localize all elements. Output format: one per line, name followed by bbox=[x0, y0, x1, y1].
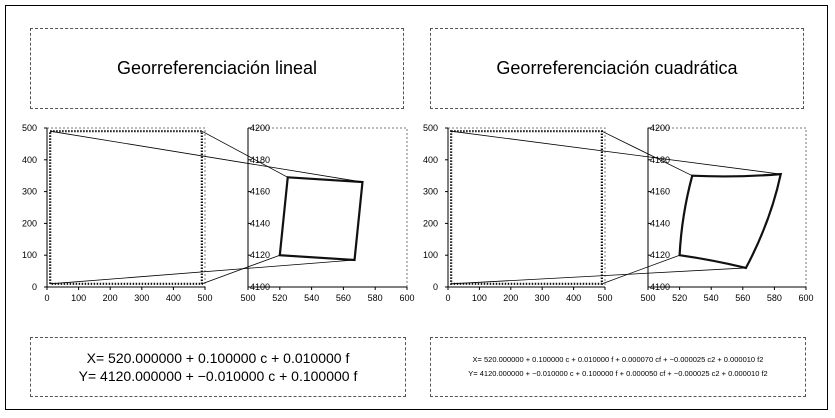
source-y-tick-label: 100 bbox=[22, 250, 37, 260]
target-y-tick-label: 4140 bbox=[250, 218, 270, 228]
source-x-tick-label: 500 bbox=[197, 293, 212, 303]
linear-equation-y: Y= 4120.000000 + −0.010000 c + 0.100000 … bbox=[78, 368, 358, 384]
source-image-rectangle bbox=[450, 130, 603, 285]
linear-title-box: Georreferenciación lineal bbox=[30, 28, 404, 109]
quadratic-equation-y: Y= 4120.000000 + −0.010000 c + 0.100000 … bbox=[468, 369, 768, 378]
target-quadrilateral bbox=[678, 172, 783, 270]
source-x-tick-label: 400 bbox=[166, 293, 181, 303]
target-y-tick-label: 4120 bbox=[650, 250, 670, 260]
mapping-line bbox=[601, 130, 693, 177]
source-plot-frame bbox=[447, 127, 606, 288]
source-plot-frame bbox=[46, 127, 206, 288]
target-x-tick-label: 500 bbox=[240, 293, 255, 303]
target-x-tick-label: 580 bbox=[368, 293, 383, 303]
linear-title: Georreferenciación lineal bbox=[116, 58, 318, 78]
source-y-tick-label: 0 bbox=[32, 282, 37, 292]
target-x-tick-label: 540 bbox=[704, 293, 719, 303]
quadratic-title: Georreferenciación cuadrática bbox=[496, 58, 738, 78]
quadratic-equation-x: X= 520.000000 + 0.100000 c + 0.010000 f … bbox=[472, 355, 764, 364]
source-x-tick-label: 300 bbox=[535, 293, 550, 303]
target-x-tick-label: 500 bbox=[640, 293, 655, 303]
target-y-tick-label: 4160 bbox=[650, 187, 670, 197]
target-x-tick-label: 600 bbox=[798, 293, 813, 303]
source-y-tick-label: 100 bbox=[423, 250, 438, 260]
target-y-tick-label: 4100 bbox=[650, 282, 670, 292]
target-y-tick-label: 4160 bbox=[250, 187, 270, 197]
target-y-tick-label: 4200 bbox=[250, 123, 270, 133]
source-x-tick-label: 0 bbox=[445, 293, 450, 303]
source-y-tick-label: 400 bbox=[423, 155, 438, 165]
target-x-tick-label: 600 bbox=[399, 293, 414, 303]
target-y-tick-label: 4120 bbox=[250, 250, 270, 260]
source-y-tick-label: 300 bbox=[22, 187, 37, 197]
source-x-tick-label: 200 bbox=[103, 293, 118, 303]
source-y-tick-label: 500 bbox=[423, 123, 438, 133]
linear-equation-box: X= 520.000000 + 0.100000 c + 0.010000 f … bbox=[30, 337, 406, 397]
quadratic-title-box: Georreferenciación cuadrática bbox=[430, 28, 804, 109]
source-x-tick-label: 400 bbox=[566, 293, 581, 303]
target-y-tick-label: 4100 bbox=[250, 282, 270, 292]
mapping-line bbox=[451, 130, 781, 175]
source-y-tick-label: 500 bbox=[22, 123, 37, 133]
source-y-tick-label: 200 bbox=[423, 218, 438, 228]
source-image-rectangle bbox=[49, 130, 203, 285]
target-x-tick-label: 560 bbox=[336, 293, 351, 303]
figure-frame bbox=[5, 5, 828, 410]
target-plot-frame bbox=[247, 127, 408, 288]
target-y-tick-label: 4140 bbox=[650, 218, 670, 228]
source-x-tick-label: 100 bbox=[472, 293, 487, 303]
panel-0: 0 100 200 300 400 500 0 100 200 300 400 500 500 520 54… bbox=[22, 123, 415, 303]
source-y-tick-label: 0 bbox=[433, 282, 438, 292]
linear-equation-x: X= 520.000000 + 0.100000 c + 0.010000 f bbox=[86, 350, 350, 366]
source-x-tick-label: 100 bbox=[71, 293, 86, 303]
target-x-tick-label: 560 bbox=[735, 293, 750, 303]
mapping-line bbox=[201, 254, 280, 285]
target-y-tick-label: 4200 bbox=[650, 123, 670, 133]
mapping-line bbox=[50, 130, 363, 183]
mapping-line bbox=[451, 267, 746, 285]
target-y-tick-label: 4180 bbox=[250, 155, 270, 165]
source-x-tick-label: 200 bbox=[503, 293, 518, 303]
source-x-tick-label: 300 bbox=[134, 293, 149, 303]
target-x-tick-label: 520 bbox=[272, 293, 287, 303]
source-x-tick-label: 500 bbox=[597, 293, 612, 303]
mapping-line bbox=[601, 254, 680, 285]
source-x-tick-label: 0 bbox=[44, 293, 49, 303]
target-x-tick-label: 520 bbox=[672, 293, 687, 303]
source-y-tick-label: 300 bbox=[423, 187, 438, 197]
target-x-tick-label: 540 bbox=[304, 293, 319, 303]
quadratic-equation-box: X= 520.000000 + 0.100000 c + 0.010000 f … bbox=[430, 337, 806, 397]
target-x-tick-label: 580 bbox=[767, 293, 782, 303]
mapping-line bbox=[201, 130, 288, 178]
panel-1: 0 100 200 300 400 500 0 100 200 300 400 500 500 520 54… bbox=[423, 123, 814, 303]
mapping-line bbox=[50, 259, 355, 285]
target-quadrilateral bbox=[278, 176, 364, 262]
source-y-tick-label: 400 bbox=[22, 155, 37, 165]
source-y-tick-label: 200 bbox=[22, 218, 37, 228]
